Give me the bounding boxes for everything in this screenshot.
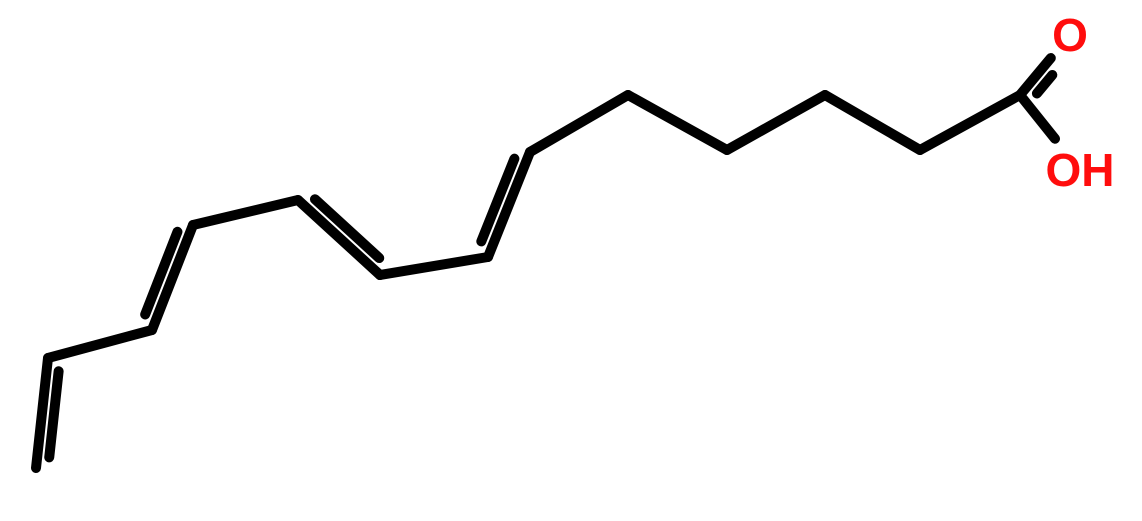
bond-layer xyxy=(0,0,1142,521)
molecule-canvas: O OH xyxy=(0,0,1142,521)
atom-label-o1: O xyxy=(1052,8,1088,62)
atom-label-o2: OH xyxy=(1045,143,1114,197)
